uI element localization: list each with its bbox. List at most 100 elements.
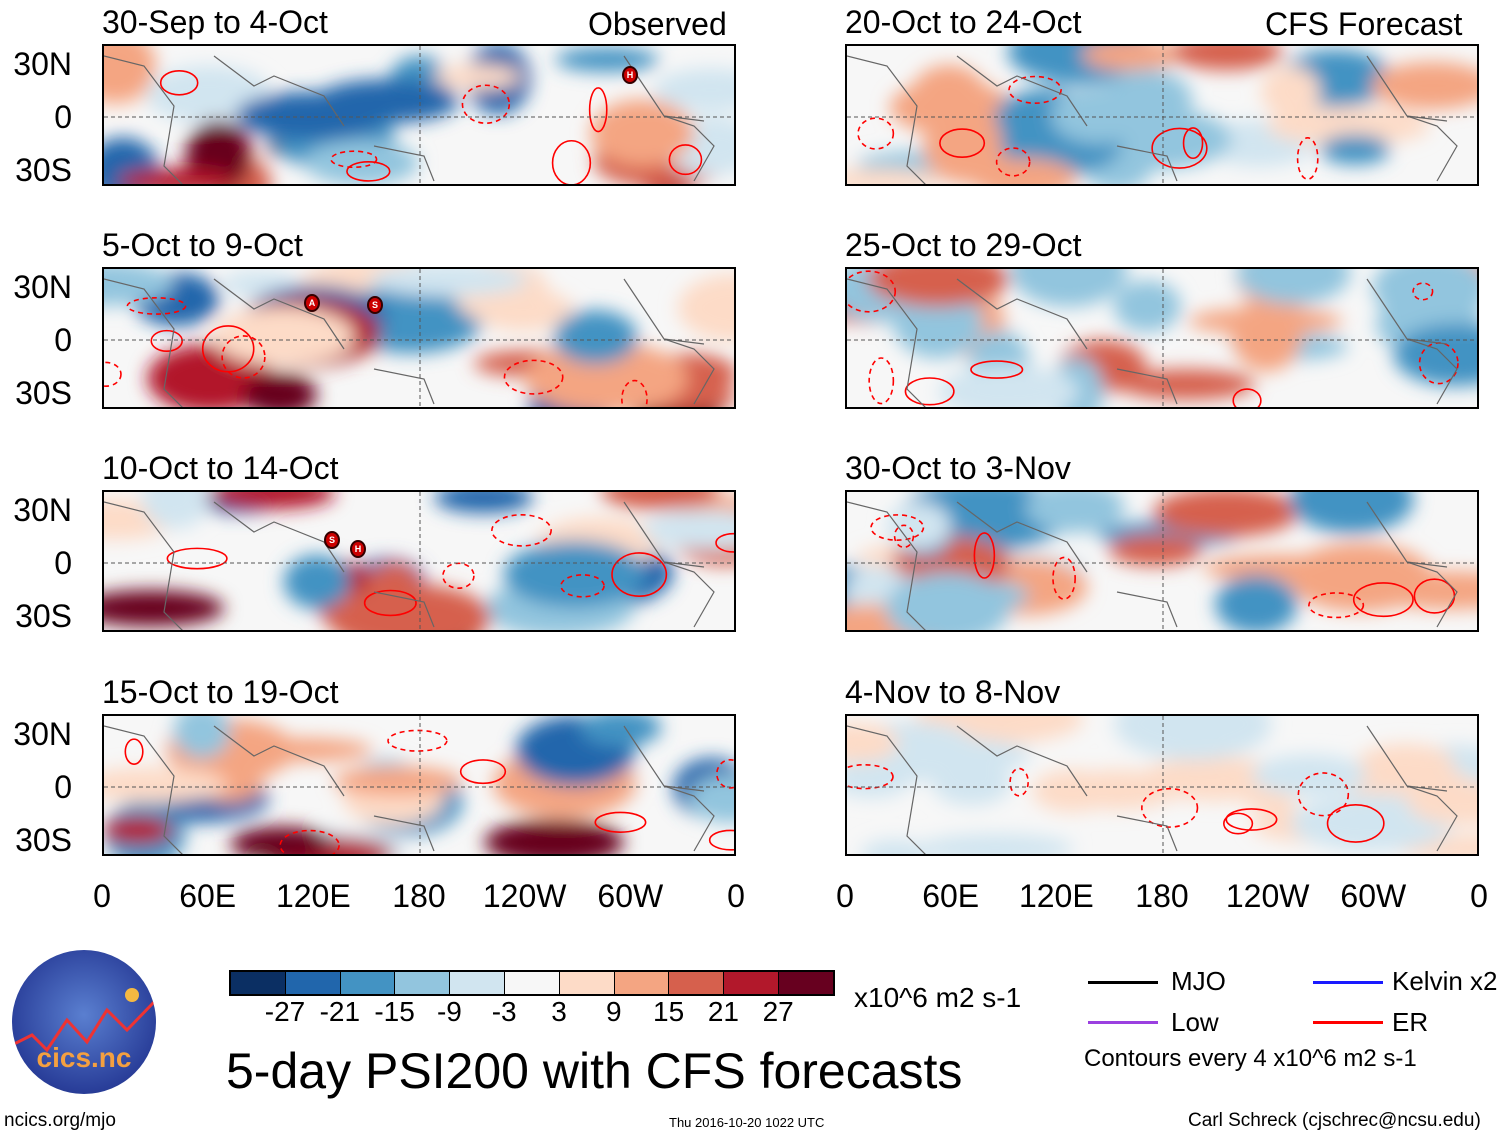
colorbar-swatch (559, 972, 615, 994)
y-axis-label: 0 (54, 545, 72, 581)
anomaly-region (1371, 61, 1477, 110)
y-axis-label: 30S (15, 375, 72, 411)
colorbar-tick-label: 21 (707, 996, 739, 1027)
anomaly-region (104, 46, 156, 102)
x-axis-label: 60E (179, 878, 237, 914)
coastlines (847, 278, 1458, 407)
anomaly-region (1289, 492, 1414, 534)
er-contour (1009, 767, 1029, 797)
anomaly-region (1025, 492, 1125, 533)
map-field (104, 492, 734, 630)
map-panel (102, 267, 736, 409)
er-contour (973, 532, 996, 579)
footer-website[interactable]: ncics.org/mjo (4, 1110, 116, 1131)
map-field (847, 716, 1477, 854)
anomaly-region (104, 767, 228, 803)
er-contour (708, 829, 734, 851)
anomaly-region (642, 509, 734, 550)
anomaly-region (1266, 106, 1431, 146)
er-contour (1151, 127, 1208, 169)
er-contour (621, 379, 648, 407)
anomaly-region (484, 819, 625, 854)
anomaly-region (1171, 46, 1283, 71)
colorbar-swatch (450, 972, 505, 994)
storm-marker: H (622, 66, 638, 84)
colorbar-tick-label: 9 (606, 996, 622, 1027)
anomaly-region (555, 47, 659, 72)
anomaly-region (579, 716, 662, 747)
y-axis-label: 0 (54, 322, 72, 358)
x-axis-label: 60E (922, 878, 980, 914)
anomaly-region (1050, 87, 1148, 144)
x-axis-label: 120E (275, 878, 351, 914)
er-contour (868, 357, 895, 405)
map-panel (845, 714, 1479, 856)
anomaly-region (886, 501, 952, 551)
er-contour (126, 297, 187, 315)
anomaly-region (221, 270, 297, 297)
er-contour (904, 377, 955, 406)
legend-er-label: ER (1392, 1007, 1429, 1037)
er-contour (857, 117, 895, 150)
anomaly-region (1215, 575, 1298, 630)
anomaly-region (1372, 269, 1477, 324)
anomaly-region (242, 372, 317, 407)
er-contour (939, 128, 986, 159)
er-contour (1232, 388, 1262, 407)
x-axis-label: 180 (392, 878, 446, 914)
legend-kelvin-label: Kelvin x2 (1392, 966, 1498, 996)
anomaly-region (1320, 134, 1390, 165)
coastlines (104, 278, 715, 407)
map-field (104, 46, 734, 184)
er-contour (1008, 75, 1062, 104)
er-contour (1223, 812, 1254, 835)
er-contour (870, 514, 925, 541)
er-contour (847, 270, 897, 313)
anomaly-region (1118, 369, 1256, 400)
er-contour (442, 562, 475, 590)
anomaly-region (141, 492, 210, 529)
observed-label: Observed (588, 6, 727, 42)
er-contour (847, 763, 894, 790)
anomaly-region (369, 269, 528, 297)
er-contour (1297, 772, 1350, 817)
legend-er-line (1313, 1021, 1383, 1024)
colorbar-swatch (778, 972, 833, 994)
er-contour (363, 589, 417, 617)
anomaly-region (553, 310, 638, 365)
anomaly-region (688, 774, 734, 823)
map-panel (845, 267, 1479, 409)
y-axis-label: 0 (54, 99, 72, 135)
er-contour (1052, 556, 1076, 600)
er-contour (1141, 787, 1199, 828)
map-panel (845, 490, 1479, 632)
colorbar-tick-label: -3 (491, 996, 517, 1027)
er-contour (716, 758, 734, 789)
colorbar (229, 970, 835, 996)
er-contour (201, 325, 255, 373)
anomaly-region (600, 492, 720, 510)
er-contour (668, 144, 703, 176)
panel-title: 10-Oct to 14-Oct (102, 450, 339, 486)
er-contour (1225, 808, 1278, 831)
cics-logo: cics.nc (12, 950, 156, 1094)
colorbar-tick-label: -21 (319, 996, 361, 1027)
y-axis-label: 30N (13, 716, 72, 752)
storm-marker: A (304, 294, 320, 312)
er-contour (461, 84, 511, 125)
x-axis-label: 60W (1340, 878, 1407, 914)
x-axis-label: 120W (482, 878, 567, 914)
map-field (847, 269, 1477, 407)
y-axis-label: 30S (15, 598, 72, 634)
colorbar-units: x10^6 m2 s-1 (854, 982, 1022, 1013)
er-contour (166, 547, 228, 570)
coastlines (847, 55, 1458, 184)
map-panel (845, 44, 1479, 186)
anomaly-region (1251, 754, 1368, 796)
er-contour (503, 359, 564, 395)
er-contour (459, 759, 507, 785)
er-contour (387, 729, 448, 752)
anomaly-region (173, 716, 231, 759)
er-contour (594, 811, 647, 833)
er-contour (1308, 592, 1365, 619)
